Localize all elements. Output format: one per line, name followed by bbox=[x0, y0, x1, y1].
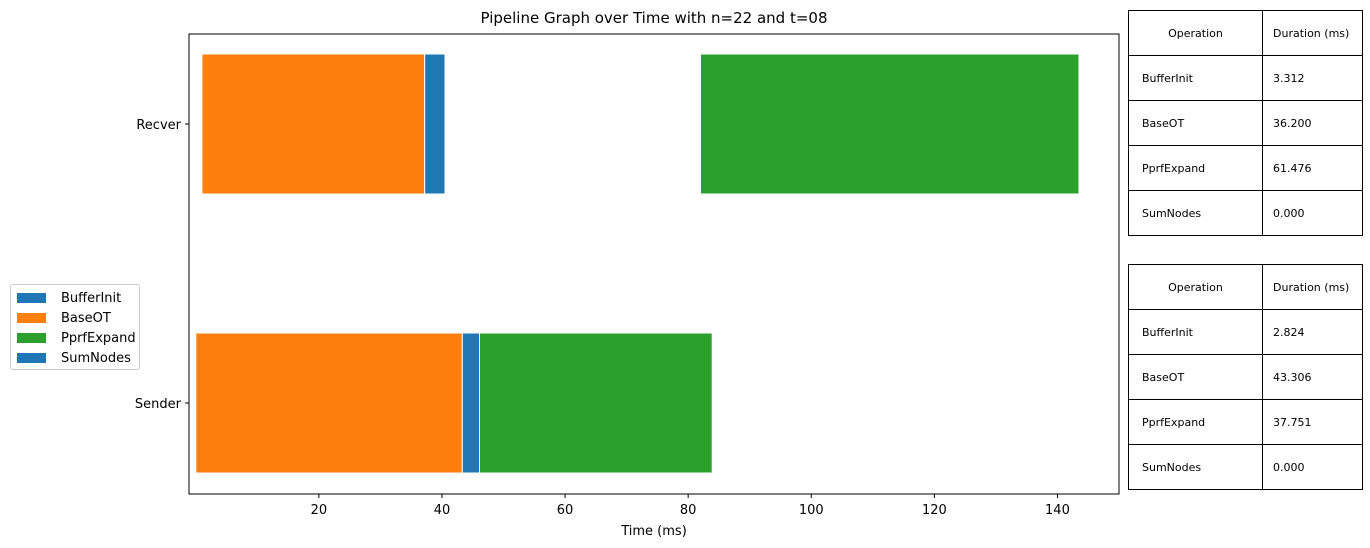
table-row: SumNodes 0.000 bbox=[1128, 190, 1363, 236]
table-cell-duration: 3.312 bbox=[1262, 55, 1363, 101]
legend-item-sumnodes: SumNodes bbox=[17, 348, 131, 368]
table-cell-operation: PprfExpand bbox=[1128, 145, 1263, 191]
bar-sender-bufferinit bbox=[461, 332, 480, 474]
table-header-operation: Operation bbox=[1128, 10, 1263, 56]
table-row: SumNodes 0.000 bbox=[1128, 444, 1363, 490]
legend-swatch-baseot bbox=[17, 313, 46, 323]
table-header-row: Operation Duration (ms) bbox=[1128, 264, 1363, 310]
table-cell-operation: SumNodes bbox=[1128, 190, 1263, 236]
recver-duration-table: Operation Duration (ms) BufferInit 3.312… bbox=[1128, 10, 1363, 236]
table-header-duration: Duration (ms) bbox=[1262, 264, 1363, 310]
legend-item-bufferinit: BufferInit bbox=[17, 288, 121, 308]
table-cell-operation: BufferInit bbox=[1128, 309, 1263, 355]
legend-item-pprfexpand: PprfExpand bbox=[17, 328, 136, 348]
bar-segments bbox=[195, 53, 1080, 474]
legend-label: SumNodes bbox=[61, 350, 131, 366]
x-tick-label: 40 bbox=[434, 503, 451, 518]
bar-sender-baseot bbox=[195, 332, 463, 474]
table-row: BufferInit 2.824 bbox=[1128, 309, 1363, 355]
table-cell-operation: PprfExpand bbox=[1128, 399, 1263, 445]
table-cell-duration: 2.824 bbox=[1262, 309, 1363, 355]
legend-swatch-bufferinit bbox=[17, 293, 46, 303]
table-header-row: Operation Duration (ms) bbox=[1128, 10, 1363, 56]
table-cell-duration: 0.000 bbox=[1262, 190, 1363, 236]
legend-swatch-pprfexpand bbox=[17, 333, 46, 343]
table-cell-duration: 61.476 bbox=[1262, 145, 1363, 191]
plot-area-frame bbox=[188, 33, 1120, 495]
bar-recver-bufferinit bbox=[424, 53, 446, 195]
x-axis-ticks: 20 40 60 80 100 120 140 bbox=[311, 494, 1070, 518]
table-cell-duration: 43.306 bbox=[1262, 354, 1363, 400]
x-tick-label: 120 bbox=[922, 503, 947, 518]
bar-sender-pprfexpand bbox=[479, 332, 713, 474]
table-cell-duration: 37.751 bbox=[1262, 399, 1363, 445]
sender-duration-table: Operation Duration (ms) BufferInit 2.824… bbox=[1128, 264, 1363, 490]
table-cell-operation: BaseOT bbox=[1128, 354, 1263, 400]
bar-recver-pprfexpand bbox=[700, 53, 1080, 195]
table-header-duration: Duration (ms) bbox=[1262, 10, 1363, 56]
table-row: PprfExpand 37.751 bbox=[1128, 399, 1363, 445]
x-tick-label: 20 bbox=[311, 503, 328, 518]
table-cell-duration: 36.200 bbox=[1262, 100, 1363, 146]
legend-item-baseot: BaseOT bbox=[17, 308, 111, 328]
chart-legend: BufferInit BaseOT PprfExpand SumNodes bbox=[10, 284, 140, 370]
table-cell-operation: BufferInit bbox=[1128, 55, 1263, 101]
table-cell-operation: SumNodes bbox=[1128, 444, 1263, 490]
y-tick-label: Sender bbox=[135, 397, 182, 412]
legend-label: BaseOT bbox=[61, 310, 111, 326]
x-tick-label: 100 bbox=[799, 503, 824, 518]
bar-recver-baseot bbox=[201, 53, 426, 195]
table-header-operation: Operation bbox=[1128, 264, 1263, 310]
table-cell-operation: BaseOT bbox=[1128, 100, 1263, 146]
x-tick-label: 60 bbox=[557, 503, 574, 518]
table-cell-duration: 0.000 bbox=[1262, 444, 1363, 490]
table-row: BufferInit 3.312 bbox=[1128, 55, 1363, 101]
y-tick-label: Recver bbox=[136, 118, 181, 133]
x-axis-label: Time (ms) bbox=[620, 524, 687, 539]
legend-label: PprfExpand bbox=[61, 330, 136, 346]
chart-title: Pipeline Graph over Time with n=22 and t… bbox=[481, 9, 828, 27]
table-row: BaseOT 43.306 bbox=[1128, 354, 1363, 400]
x-tick-label: 80 bbox=[680, 503, 697, 518]
table-row: BaseOT 36.200 bbox=[1128, 100, 1363, 146]
legend-label: BufferInit bbox=[61, 290, 122, 306]
y-axis-ticks: Recver Sender bbox=[135, 118, 189, 412]
table-row: PprfExpand 61.476 bbox=[1128, 145, 1363, 191]
x-tick-label: 140 bbox=[1045, 503, 1070, 518]
legend-swatch-sumnodes bbox=[17, 353, 46, 363]
